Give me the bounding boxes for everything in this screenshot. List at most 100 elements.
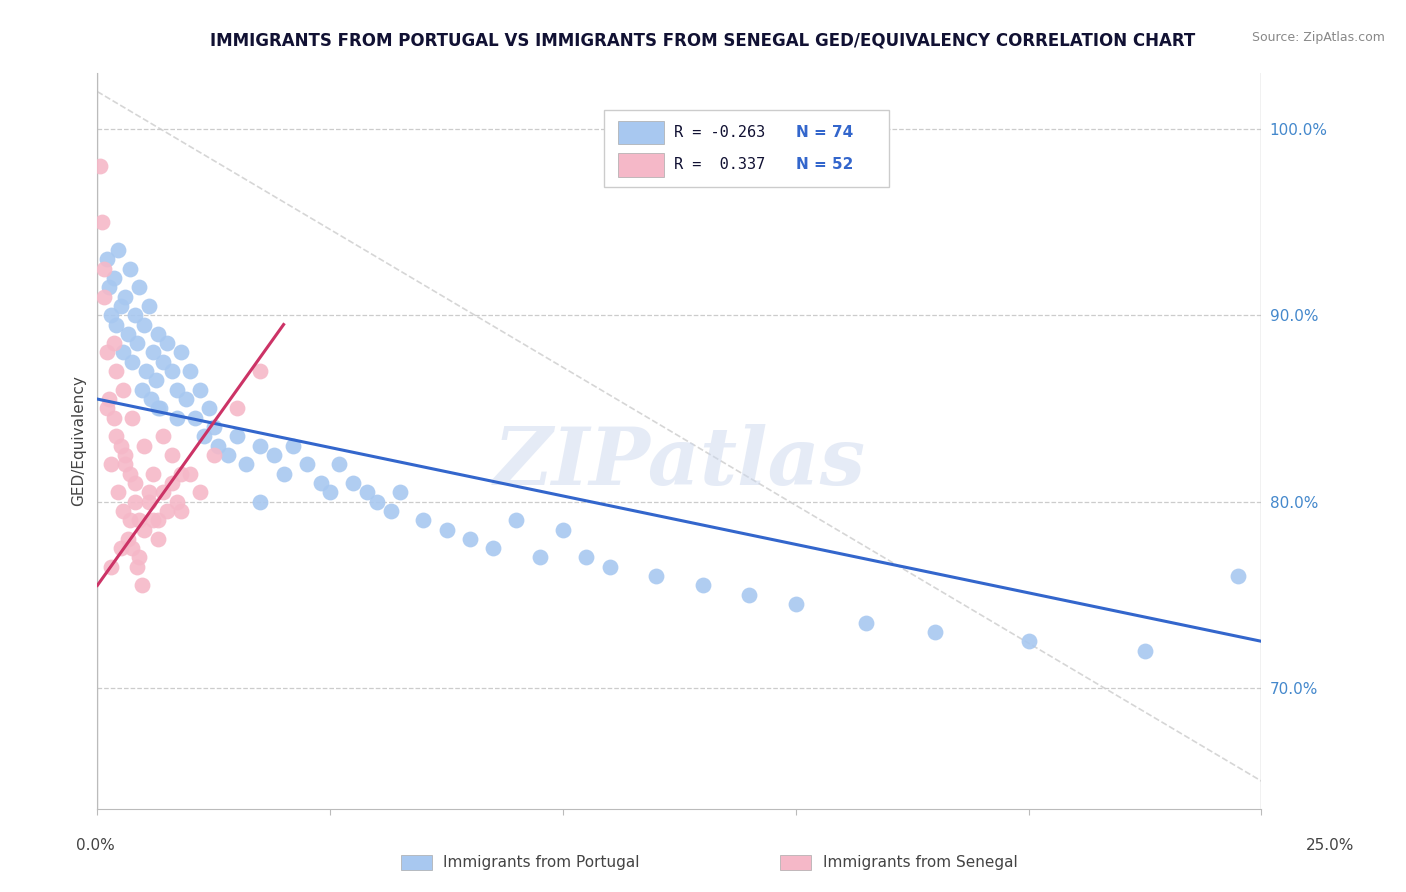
- Point: [96, 252, 118, 267]
- Point: [142, 513, 165, 527]
- Point: [98, 392, 121, 406]
- Point: [166, 494, 188, 508]
- Point: [118, 513, 141, 527]
- Point: [156, 504, 179, 518]
- Point: [128, 550, 150, 565]
- Point: [135, 364, 157, 378]
- Point: [170, 467, 193, 481]
- Point: [139, 392, 162, 406]
- Point: [110, 299, 132, 313]
- Point: [146, 513, 169, 527]
- Point: [458, 532, 481, 546]
- Point: [142, 345, 165, 359]
- Point: [1018, 634, 1040, 648]
- Point: [146, 326, 169, 341]
- Y-axis label: GED/Equivalency: GED/Equivalency: [72, 376, 86, 507]
- Point: [202, 420, 225, 434]
- Point: [366, 494, 388, 508]
- Point: [107, 243, 129, 257]
- Point: [855, 615, 877, 630]
- Point: [785, 597, 807, 611]
- Text: R =  0.337: R = 0.337: [673, 158, 765, 172]
- Text: ZIPatlas: ZIPatlas: [494, 425, 866, 502]
- Point: [152, 485, 174, 500]
- Point: [342, 475, 364, 490]
- Point: [152, 429, 174, 443]
- Text: N = 74: N = 74: [796, 125, 853, 140]
- Text: Source: ZipAtlas.com: Source: ZipAtlas.com: [1251, 31, 1385, 45]
- Point: [436, 523, 458, 537]
- Point: [156, 336, 179, 351]
- Point: [179, 467, 201, 481]
- Point: [551, 523, 574, 537]
- Point: [738, 588, 761, 602]
- Point: [128, 513, 150, 527]
- Point: [249, 439, 271, 453]
- Point: [146, 401, 169, 416]
- Point: [114, 289, 136, 303]
- Point: [1133, 643, 1156, 657]
- Point: [198, 401, 221, 416]
- Text: N = 52: N = 52: [796, 158, 853, 172]
- Point: [93, 289, 115, 303]
- Point: [309, 475, 332, 490]
- Point: [107, 485, 129, 500]
- Point: [117, 326, 139, 341]
- Point: [160, 364, 183, 378]
- Point: [131, 578, 153, 592]
- Point: [645, 569, 668, 583]
- Point: [100, 457, 122, 471]
- Point: [146, 532, 169, 546]
- Point: [98, 280, 121, 294]
- Point: [226, 429, 249, 443]
- Point: [202, 448, 225, 462]
- Point: [170, 345, 193, 359]
- Point: [91, 215, 114, 229]
- Point: [388, 485, 411, 500]
- Point: [138, 299, 160, 313]
- Bar: [617, 120, 664, 145]
- Text: Immigrants from Senegal: Immigrants from Senegal: [823, 855, 1018, 870]
- Point: [179, 364, 201, 378]
- Point: [249, 364, 271, 378]
- Point: [138, 494, 160, 508]
- Point: [96, 401, 118, 416]
- Point: [93, 261, 115, 276]
- Point: [145, 373, 167, 387]
- Point: [273, 467, 295, 481]
- Point: [1227, 569, 1250, 583]
- Point: [152, 355, 174, 369]
- Point: [380, 504, 402, 518]
- Point: [692, 578, 714, 592]
- Point: [118, 261, 141, 276]
- Point: [111, 345, 134, 359]
- Point: [188, 383, 211, 397]
- Point: [125, 559, 148, 574]
- Bar: [617, 153, 664, 177]
- Point: [117, 532, 139, 546]
- Point: [132, 439, 155, 453]
- Point: [128, 280, 150, 294]
- Point: [104, 429, 127, 443]
- Point: [207, 439, 229, 453]
- Point: [103, 336, 125, 351]
- Text: R = -0.263: R = -0.263: [673, 125, 765, 140]
- Point: [263, 448, 285, 462]
- Point: [124, 308, 146, 322]
- Point: [249, 494, 271, 508]
- Point: [132, 318, 155, 332]
- Point: [114, 457, 136, 471]
- Point: [188, 485, 211, 500]
- Text: 25.0%: 25.0%: [1306, 838, 1354, 853]
- Point: [111, 383, 134, 397]
- Point: [160, 448, 183, 462]
- Point: [193, 429, 215, 443]
- Point: [217, 448, 239, 462]
- Point: [111, 504, 134, 518]
- Point: [295, 457, 318, 471]
- Point: [118, 467, 141, 481]
- Point: [138, 485, 160, 500]
- Text: IMMIGRANTS FROM PORTUGAL VS IMMIGRANTS FROM SENEGAL GED/EQUIVALENCY CORRELATION : IMMIGRANTS FROM PORTUGAL VS IMMIGRANTS F…: [211, 31, 1195, 49]
- Point: [121, 541, 143, 556]
- Point: [319, 485, 342, 500]
